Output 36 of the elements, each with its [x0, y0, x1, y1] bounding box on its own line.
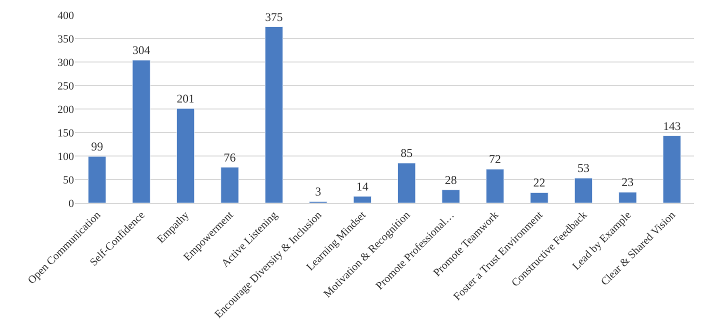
- bar: [176, 108, 195, 203]
- y-tick-label: 300: [58, 56, 74, 69]
- bar: [574, 178, 593, 203]
- bar: [264, 26, 284, 203]
- data-label: 23: [622, 175, 634, 190]
- bar: [132, 60, 150, 203]
- y-tick-label: 350: [58, 33, 74, 46]
- data-label: 76: [224, 150, 236, 164]
- bar: [220, 167, 239, 203]
- y-tick-label: 0: [68, 198, 74, 210]
- data-label: 72: [489, 152, 502, 166]
- bar: [530, 192, 548, 203]
- y-tick-label: 100: [58, 150, 74, 163]
- data-label: 375: [265, 10, 283, 24]
- data-label: 85: [400, 146, 413, 160]
- bar: [618, 192, 637, 203]
- bar: [398, 162, 416, 203]
- data-label: 304: [132, 44, 150, 58]
- y-tick-label: 400: [58, 10, 74, 22]
- bar: [662, 136, 681, 203]
- data-label: 201: [176, 92, 194, 106]
- y-tick-label: 50: [63, 174, 74, 186]
- data-label: 3: [315, 184, 322, 199]
- data-label: 28: [444, 172, 457, 187]
- y-tick-label: 200: [58, 104, 74, 116]
- data-label: 14: [356, 179, 368, 194]
- bar: [486, 168, 504, 203]
- bar: [442, 190, 460, 203]
- data-label: 53: [577, 161, 590, 176]
- y-tick-label: 150: [58, 127, 74, 140]
- data-label: 143: [663, 118, 681, 133]
- data-label: 22: [533, 176, 546, 190]
- bar: [353, 196, 372, 203]
- bar: [88, 156, 106, 203]
- data-label: 99: [91, 139, 104, 154]
- y-tick-label: 250: [58, 80, 74, 92]
